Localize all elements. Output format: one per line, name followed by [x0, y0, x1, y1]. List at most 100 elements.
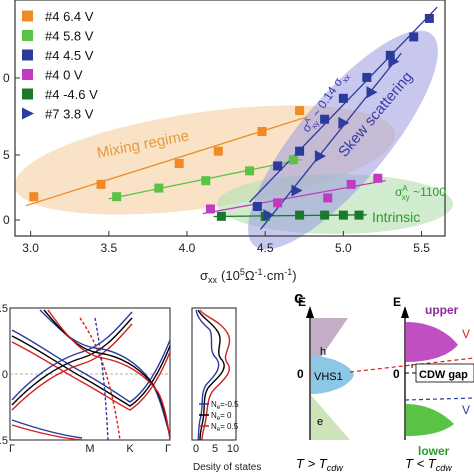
legend-label-3: #4 0 V: [45, 68, 83, 83]
y-tick-label-1: 5: [3, 148, 10, 162]
band-black-2: [11, 317, 133, 406]
x-axis-label: σxx (105Ω-1·cm-1): [200, 267, 297, 285]
upper-band-shape: [406, 322, 458, 362]
caption-above: T > Tcdw: [296, 456, 343, 473]
legend-label-4: #4 -4.6 V: [45, 87, 98, 102]
dos-x-tick-label-1: 5: [212, 443, 218, 455]
y-tick-label-2: 0: [3, 213, 10, 227]
energy-axis-right-arrow: [401, 306, 409, 318]
y-tick-label-0: 0: [3, 71, 10, 85]
marker-2-5: [362, 72, 372, 82]
band-blue-4: [11, 419, 83, 439]
x-tick-label-4: 5.0: [335, 241, 352, 255]
marker-0-1: [96, 179, 106, 189]
marker-2-7: [409, 32, 419, 42]
dos-legend-label-1: Ne= 0: [211, 411, 232, 422]
legend-label-5: #7 3.8 V: [45, 107, 94, 122]
marker-1-0: [112, 192, 122, 202]
band-x-tick-label-0: Γ: [9, 443, 15, 455]
band-red-2: [11, 323, 133, 411]
legend-marker-5: [22, 107, 34, 120]
marker-1-2: [201, 176, 211, 186]
schematic-above-tc: E 0 h VHS1 e T > Tcdw: [296, 295, 354, 473]
cut-line-bottom: [404, 397, 474, 401]
marker-2-1: [273, 161, 283, 171]
data-markers: [29, 13, 434, 222]
band-blue-2: [11, 311, 133, 401]
legend: #4 6.4 V #4 5.8 V #4 4.5 V #4 0 V #4 -4.6 V #…: [22, 9, 98, 122]
band-vhs-shape: [311, 356, 354, 394]
plot-frame: [14, 0, 446, 237]
axis-ticks: 3.0 3.5 4.0 4.5 5.0 5.5 0 5 0: [3, 71, 430, 255]
marker-5-0: [263, 209, 275, 222]
dos-legend-label-0: Ne=-0.5: [211, 400, 239, 411]
dos-lines: [195, 309, 231, 441]
cut-label-top: V: [462, 327, 470, 341]
marker-2-2: [295, 146, 305, 156]
marker-0-0: [29, 192, 39, 202]
energy-axis-left-label: E: [298, 295, 306, 309]
dos-frame: [191, 307, 237, 441]
band-h-label: h: [320, 346, 326, 358]
band-blue-dashed: [94, 317, 109, 441]
marker-4-0: [216, 211, 226, 221]
marker-0-3: [213, 146, 223, 156]
marker-5-5: [388, 55, 400, 68]
legend-marker-2: [22, 49, 33, 61]
marker-2-0: [252, 202, 262, 211]
zero-left-label: 0: [297, 367, 304, 381]
legend-marker-3: [22, 69, 33, 80]
panel-c: c E 0 h VHS1 e T > Tcdw E 0: [294, 288, 474, 473]
dos-legend-label-2: Ne= 0.5: [211, 422, 239, 433]
marker-3-2: [323, 193, 333, 203]
band-x-tick-label-1: M: [85, 443, 94, 455]
marker-3-1: [273, 198, 283, 208]
gap-box: [415, 363, 474, 383]
band-red-1: [11, 341, 171, 411]
marker-0-2: [174, 158, 184, 168]
dos-xlabel: Desity of states: [193, 462, 261, 473]
band-red-4: [11, 424, 83, 441]
band-y-tick-label-2: -0.5: [0, 435, 8, 447]
marker-5-3: [338, 116, 350, 129]
dos-black: [197, 309, 225, 441]
band-e-label: e: [317, 416, 323, 428]
marker-0-5: [295, 106, 305, 116]
dos-blue: [195, 309, 220, 441]
legend-label-0: #4 6.4 V: [45, 9, 94, 24]
energy-axis-right-label: E: [393, 295, 401, 309]
caption-below: T < Tcdw: [405, 456, 452, 473]
legend-marker-4: [22, 88, 33, 100]
band-vhs-label: VHS1: [314, 371, 343, 383]
marker-3-0: [205, 204, 215, 214]
panel-c-label: c: [294, 288, 303, 307]
x-tick-label-3: 4.5: [257, 241, 274, 255]
band-red-dashed: [79, 317, 121, 441]
band-y-tick-label-1: 0: [2, 369, 8, 381]
band-e-shape: [311, 395, 350, 440]
dos-x-tick-label-2: 10: [227, 443, 239, 455]
cut-label-bottom: V: [462, 403, 470, 417]
x-tick-label-0: 3.0: [22, 241, 39, 255]
band-lines: [10, 309, 171, 441]
energy-axis-left-arrow: [306, 306, 314, 318]
marker-4-3: [320, 210, 330, 220]
zero-right-label: 0: [393, 367, 400, 381]
marker-3-3: [346, 179, 356, 189]
dos-x-tick-label-0: 0: [193, 443, 199, 455]
marker-5-2: [314, 150, 326, 163]
marker-1-1: [154, 183, 164, 193]
marker-4-2: [295, 210, 305, 220]
legend-label-2: #4 4.5 V: [45, 48, 94, 63]
marker-3-4: [373, 173, 383, 183]
fit-line-5: [259, 52, 402, 230]
x-tick-label-1: 3.5: [100, 241, 117, 255]
panel-b: Ne=-0.5Ne= 0Ne= 0.5 Γ M K Γ 0.5 0 -0.5 0 5 10 Des…: [0, 303, 261, 473]
marker-0-4: [257, 127, 267, 137]
marker-2-8: [424, 13, 434, 23]
marker-2-4: [338, 93, 348, 103]
x-tick-label-5: 5.5: [413, 241, 430, 255]
legend-label-1: #4 5.8 V: [45, 29, 94, 44]
marker-1-3: [245, 166, 255, 176]
